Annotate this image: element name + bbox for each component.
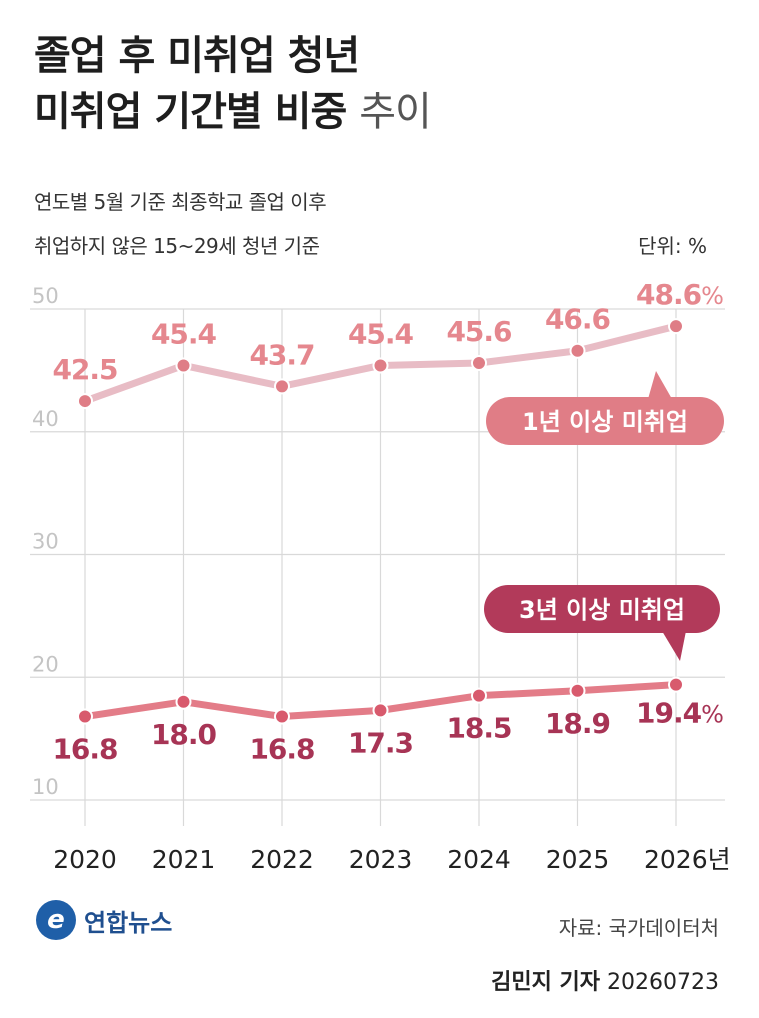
data-label-unit: % [701, 282, 723, 310]
data-label: 42.5 [52, 353, 117, 386]
data-label: 17.3 [348, 726, 413, 759]
data-label: 16.8 [52, 733, 117, 766]
data-point [77, 708, 93, 725]
source-label: 자료: 국가데이터처 [558, 916, 719, 940]
page-title: 졸업 후 미취업 청년 미취업 기간별 비중 추이 [34, 28, 432, 140]
data-label: 48.6% [636, 278, 723, 311]
title-line-2-light: 추이 [359, 89, 432, 135]
title-line-1: 졸업 후 미취업 청년 [34, 33, 360, 79]
data-point [274, 378, 290, 395]
data-point [668, 318, 684, 335]
x-tick-label: 2020 [53, 845, 117, 874]
data-point [175, 693, 192, 710]
data-point [274, 708, 290, 725]
data-point [668, 676, 684, 693]
y-tick-label: 40 [32, 407, 59, 431]
title-line-2: 미취업 기간별 비중 추이 [34, 84, 432, 140]
data-point [175, 357, 192, 374]
y-tick-label: 10 [32, 775, 59, 799]
y-tick-label: 20 [32, 652, 59, 676]
data-label: 46.6 [545, 303, 610, 336]
logo-text: 연합뉴스 [84, 908, 173, 937]
data-point [372, 357, 389, 374]
legend-badge-2 [484, 585, 720, 633]
publish-date: 20260723 [607, 970, 719, 995]
data-label: 18.9 [545, 707, 610, 740]
data-label: 45.4 [348, 317, 414, 350]
x-tick-label: 2022 [250, 845, 314, 874]
title-line-2-bold: 미취업 기간별 비중 [34, 89, 347, 135]
unit-label: 단위: % [638, 234, 707, 258]
data-point [372, 702, 389, 719]
data-label-unit: % [701, 701, 723, 729]
data-label: 19.4% [636, 697, 723, 730]
credit: 김민지 기자 20260723 [491, 964, 719, 996]
legend-label: 1년 이상 미취업 [522, 408, 688, 436]
x-tick-label: 2025 [546, 845, 610, 874]
data-label: 45.4 [151, 317, 217, 350]
data-label: 16.8 [249, 733, 314, 766]
x-tick-label: 2021 [152, 845, 216, 874]
subtitle-line-1: 연도별 5월 기준 최종학교 졸업 이후 [34, 190, 327, 214]
yonhap-logo-icon: e [36, 900, 76, 940]
data-point [77, 393, 93, 410]
data-label: 18.5 [446, 712, 511, 745]
data-label: 18.0 [151, 718, 217, 751]
y-tick-label: 50 [32, 284, 59, 308]
data-point [569, 682, 586, 699]
x-tick-label: 2026년 [644, 845, 731, 874]
data-point [569, 342, 586, 359]
data-point [471, 355, 487, 372]
legend-badge-pointer [648, 371, 672, 399]
data-label: 43.7 [249, 338, 314, 371]
legend-label: 3년 이상 미취업 [519, 596, 685, 624]
logo: e 연합뉴스 [36, 900, 172, 940]
legend-badge-1 [486, 397, 724, 445]
reporter-name: 김민지 기자 [491, 970, 601, 995]
data-label: 45.6 [446, 315, 511, 348]
x-tick-label: 2023 [349, 845, 413, 874]
subtitle-line-2: 취업하지 않은 15~29세 청년 기준 [34, 234, 320, 258]
x-tick-label: 2024 [447, 845, 511, 874]
y-tick-label: 30 [32, 530, 59, 554]
legend-badge-pointer [662, 631, 686, 661]
data-point [471, 687, 487, 704]
